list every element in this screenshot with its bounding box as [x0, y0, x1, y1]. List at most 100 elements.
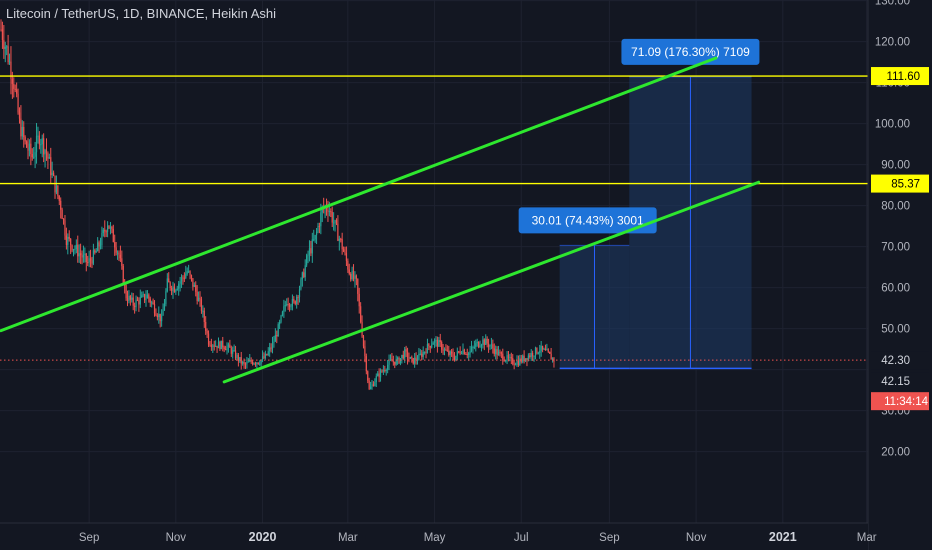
candle-body	[424, 351, 426, 353]
candle-body	[443, 348, 446, 351]
candle-body	[274, 334, 276, 342]
candle-body	[97, 242, 99, 252]
candle-body	[101, 232, 103, 246]
candle-body	[448, 350, 450, 355]
candle-body	[354, 275, 356, 279]
candle-body	[195, 285, 197, 292]
candle-body	[514, 364, 517, 366]
candle-body	[206, 330, 208, 334]
candle-body	[60, 200, 62, 210]
candle-body	[232, 350, 234, 354]
candle-body	[436, 339, 439, 347]
candle-body	[438, 340, 440, 347]
candles	[0, 19, 555, 391]
x-tick-label: Jul	[514, 532, 529, 544]
candle-body	[428, 344, 430, 347]
candle-body	[72, 249, 75, 251]
candle-body	[294, 301, 296, 304]
x-tick-label: Mar	[857, 532, 877, 544]
candle-body	[87, 262, 89, 264]
level-price-tag	[871, 174, 929, 193]
candle-body	[70, 238, 72, 246]
candle-body	[288, 304, 291, 307]
candle-body	[135, 299, 137, 308]
candle-body	[314, 235, 316, 240]
candle-body	[483, 339, 485, 345]
candle-body	[114, 242, 116, 248]
candle-body	[153, 303, 156, 314]
candle-body	[166, 278, 168, 292]
candle-body	[122, 265, 124, 285]
candle-body	[193, 285, 195, 287]
candle-body	[24, 137, 26, 142]
x-tick-label: Nov	[686, 532, 707, 544]
candle-body	[304, 265, 306, 278]
candle-body	[4, 46, 6, 49]
candle-body	[41, 138, 43, 145]
candle-body	[412, 358, 414, 364]
candle-body	[280, 315, 282, 322]
x-tick-label: 2020	[249, 530, 277, 544]
candle-body	[317, 225, 319, 232]
candle-body	[202, 310, 204, 312]
candle-body	[453, 357, 456, 361]
candle-body	[526, 358, 528, 361]
candle-body	[45, 150, 48, 154]
candle-body	[246, 361, 248, 365]
candle-body	[176, 288, 178, 290]
candle-body	[180, 277, 183, 282]
candle-body	[468, 353, 470, 355]
candle-body	[183, 277, 185, 279]
candle-body	[179, 281, 181, 284]
candle-body	[402, 354, 404, 359]
candle-body	[506, 355, 508, 361]
candle-body	[279, 321, 281, 325]
candle-body	[175, 289, 177, 293]
candle-body	[290, 306, 292, 308]
candle-body	[253, 363, 255, 365]
candle-body	[77, 244, 79, 257]
candle-body	[216, 345, 218, 349]
level-price-tag	[871, 67, 929, 86]
candle-body	[212, 345, 214, 347]
candle-body	[112, 228, 114, 243]
candle-body	[25, 141, 28, 148]
candle-body	[257, 362, 259, 364]
candle-body	[297, 296, 299, 298]
candle-body	[544, 348, 547, 351]
candle-body	[411, 357, 413, 359]
candle-body	[199, 297, 201, 300]
candle-body	[465, 353, 467, 355]
candle-body	[458, 351, 460, 353]
candle-body	[51, 172, 53, 176]
y-tick-label: 50.00	[881, 324, 910, 336]
candle-body	[141, 295, 143, 298]
candle-body	[541, 345, 544, 350]
candle-body	[80, 253, 82, 256]
candle-body	[102, 229, 104, 233]
candle-body	[273, 341, 275, 343]
candle-body	[284, 305, 286, 307]
candle-body	[250, 360, 252, 362]
candle-body	[300, 279, 302, 290]
candle-body	[215, 345, 217, 347]
candle-body	[281, 311, 284, 316]
candle-body	[128, 296, 130, 302]
candle-body	[247, 361, 249, 363]
candle-body	[203, 310, 205, 323]
candle-body	[519, 358, 521, 366]
candle-body	[534, 347, 537, 356]
candle-body	[163, 303, 166, 311]
candle-body	[394, 361, 396, 365]
y-tick-label: 100.00	[875, 119, 910, 131]
candle-body	[379, 370, 382, 378]
candle-body	[492, 344, 494, 349]
candle-body	[234, 350, 237, 359]
candle-body	[44, 150, 46, 155]
candle-body	[192, 278, 194, 287]
candle-body	[261, 356, 264, 360]
candle-body	[88, 258, 90, 263]
candle-body	[0, 29, 2, 31]
